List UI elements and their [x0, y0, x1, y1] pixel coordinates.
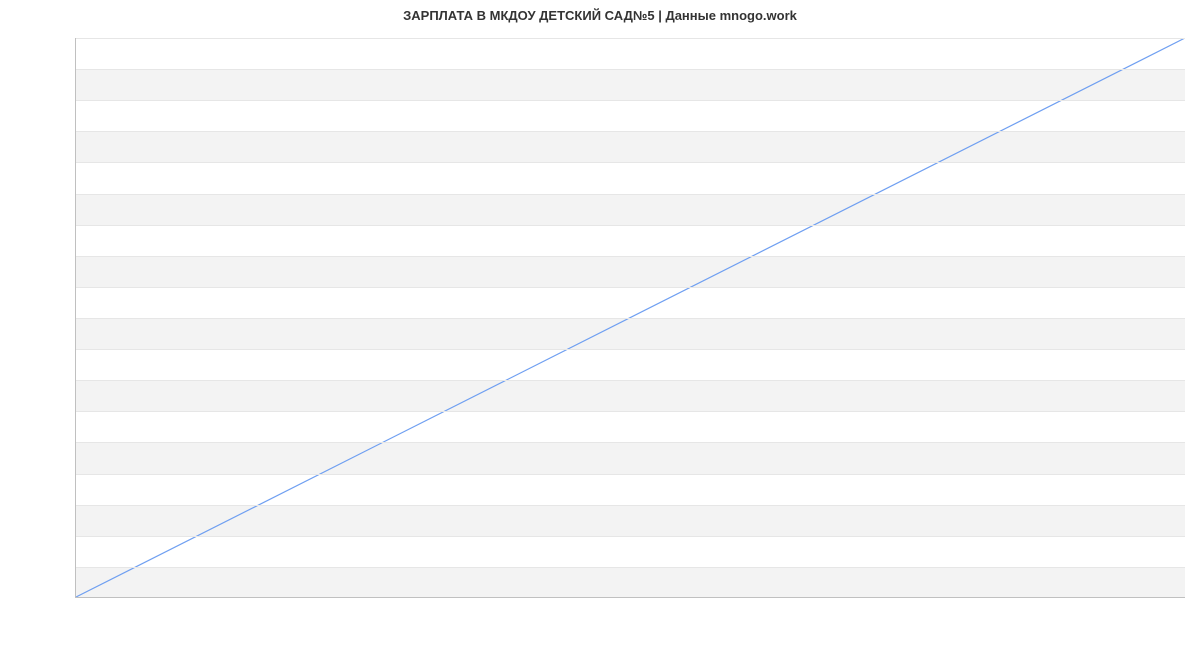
y-gridline: [76, 256, 1185, 257]
y-tick-mark: [75, 256, 76, 257]
y-gridline: [76, 318, 1185, 319]
salary-line-chart: ЗАРПЛАТА В МКДОУ ДЕТСКИЙ САД№5 | Данные …: [0, 0, 1200, 650]
y-tick-mark: [75, 69, 76, 70]
y-gridline: [76, 225, 1185, 226]
y-tick-mark: [75, 318, 76, 319]
y-tick-mark: [75, 411, 76, 412]
y-tick-mark: [75, 474, 76, 475]
y-tick-mark: [75, 225, 76, 226]
y-tick-mark: [75, 567, 76, 568]
y-gridline: [76, 380, 1185, 381]
y-gridline: [76, 38, 1185, 39]
y-gridline: [76, 194, 1185, 195]
y-tick-mark: [75, 349, 76, 350]
y-tick-mark: [75, 287, 76, 288]
y-gridline: [76, 287, 1185, 288]
y-gridline: [76, 349, 1185, 350]
y-tick-mark: [75, 536, 76, 537]
y-gridline: [76, 474, 1185, 475]
y-tick-mark: [75, 38, 76, 39]
y-tick-mark: [75, 194, 76, 195]
plot-area: 1400016000180002000022000240002600028000…: [75, 38, 1185, 598]
y-gridline: [76, 100, 1185, 101]
y-gridline: [76, 505, 1185, 506]
chart-title: ЗАРПЛАТА В МКДОУ ДЕТСКИЙ САД№5 | Данные …: [0, 8, 1200, 23]
y-gridline: [76, 131, 1185, 132]
y-gridline: [76, 411, 1185, 412]
y-tick-mark: [75, 100, 76, 101]
y-gridline: [76, 69, 1185, 70]
y-gridline: [76, 162, 1185, 163]
y-gridline: [76, 567, 1185, 568]
y-gridline: [76, 442, 1185, 443]
y-tick-mark: [75, 131, 76, 132]
y-gridline: [76, 536, 1185, 537]
y-tick-mark: [75, 442, 76, 443]
y-tick-mark: [75, 162, 76, 163]
y-tick-mark: [75, 380, 76, 381]
y-tick-mark: [75, 505, 76, 506]
